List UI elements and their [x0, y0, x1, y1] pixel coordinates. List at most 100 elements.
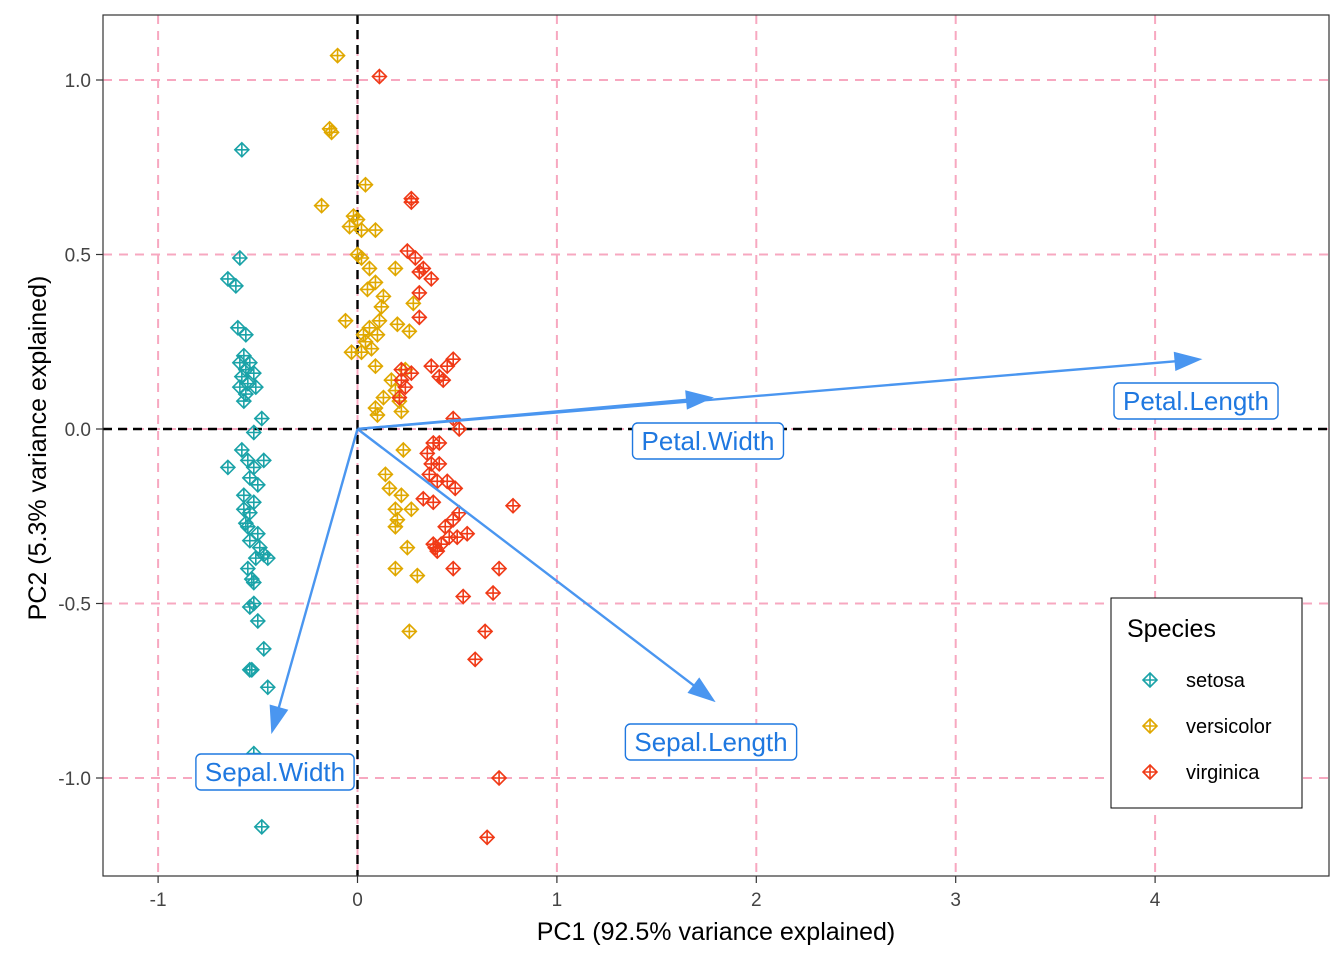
point-setosa — [255, 452, 272, 469]
point-virginica — [371, 68, 388, 85]
point-virginica — [415, 490, 432, 507]
point-versicolor — [359, 281, 376, 298]
point-versicolor — [381, 480, 398, 497]
y-tick-label: 1.0 — [65, 71, 91, 92]
point-setosa — [241, 598, 258, 616]
point-setosa — [253, 818, 270, 835]
point-setosa — [233, 441, 250, 459]
point-virginica — [435, 372, 452, 389]
point-setosa — [245, 574, 262, 591]
point-virginica — [427, 539, 444, 556]
point-virginica — [403, 194, 420, 211]
point-versicolor — [369, 326, 386, 343]
point-virginica — [467, 651, 484, 668]
point-setosa — [259, 679, 276, 696]
legend-label-setosa: setosa — [1186, 670, 1246, 692]
loading-label-text: Petal.Width — [642, 426, 775, 456]
point-setosa — [239, 560, 256, 577]
legend-entries: setosa versicolor virginica — [1141, 670, 1272, 784]
point-versicolor — [329, 47, 346, 64]
point-versicolor — [393, 487, 410, 504]
point-versicolor — [353, 249, 370, 267]
point-virginica — [445, 410, 462, 427]
point-versicolor — [393, 403, 410, 420]
point-virginica — [397, 378, 414, 396]
loading-arrowhead-Sepal.Width — [269, 704, 289, 735]
point-setosa — [235, 392, 252, 410]
point-versicolor — [377, 466, 394, 483]
x-tick-label: 0 — [352, 890, 363, 911]
point-virginica — [449, 529, 466, 546]
point-setosa — [259, 549, 276, 567]
point-versicolor — [375, 389, 392, 406]
point-virginica — [451, 420, 468, 438]
point-versicolor — [343, 344, 360, 361]
point-versicolor — [367, 221, 384, 239]
loading-label-box — [195, 753, 355, 791]
point-versicolor — [401, 323, 418, 340]
loading-label-box — [624, 723, 798, 761]
loading-label-text: Petal.Length — [1123, 386, 1269, 416]
point-setosa — [219, 459, 237, 476]
point-virginica — [431, 434, 448, 452]
point-virginica — [403, 365, 420, 382]
loading-label-Sepal.Length: Sepal.Length — [624, 723, 798, 761]
point-virginica — [459, 525, 476, 542]
zero-lines — [103, 15, 1329, 876]
loading-label-text: Sepal.Width — [205, 757, 345, 787]
point-versicolor — [353, 221, 370, 239]
point-versicolor — [323, 124, 340, 141]
legend-title: Species — [1127, 615, 1216, 643]
point-virginica — [445, 560, 462, 577]
point-virginica — [425, 494, 442, 511]
legend-key-virginica — [1141, 763, 1159, 781]
point-versicolor — [373, 298, 390, 315]
loading-arrow-Sepal.Length — [356, 428, 695, 687]
point-setosa — [241, 661, 258, 678]
x-tick-label: 4 — [1150, 890, 1161, 911]
loading-label-Sepal.Width: Sepal.Width — [195, 753, 355, 791]
x-axis-label: PC1 (92.5% variance explained) — [537, 918, 896, 946]
x-tick-label: -1 — [150, 890, 167, 911]
point-setosa — [253, 410, 270, 427]
y-tick-label: -1.0 — [58, 769, 91, 790]
point-setosa — [247, 378, 264, 396]
x-tick-label: 3 — [950, 890, 961, 911]
legend-key-setosa — [1141, 671, 1159, 689]
legend-key-versicolor — [1141, 717, 1159, 735]
legend-label-virginica: virginica — [1186, 762, 1260, 784]
point-virginica — [391, 389, 408, 406]
point-virginica — [411, 284, 428, 302]
y-axis-ticks: -1.0 -0.5 0.0 0.5 1.0 — [58, 71, 103, 790]
point-versicolor — [313, 197, 330, 214]
point-virginica — [490, 560, 508, 577]
point-setosa — [239, 518, 256, 535]
point-versicolor — [357, 176, 374, 193]
point-versicolor — [341, 218, 358, 235]
point-versicolor — [387, 260, 404, 277]
loading-label-text: Sepal.Length — [634, 727, 787, 757]
loading-label-Petal.Length: Petal.Length — [1113, 382, 1279, 420]
loading-label-box — [1113, 382, 1279, 420]
point-setosa — [231, 249, 248, 267]
point-versicolor — [361, 260, 378, 277]
loading-arrowhead-Petal.Length — [1173, 351, 1203, 372]
point-versicolor — [369, 406, 386, 424]
point-versicolor — [403, 501, 420, 518]
loading-arrow-Petal.Width — [357, 398, 687, 431]
point-versicolor — [363, 340, 380, 357]
loading-label-box — [631, 422, 785, 460]
point-setosa — [241, 532, 258, 549]
y-tick-label: 0.5 — [65, 246, 91, 267]
point-versicolor — [367, 358, 384, 375]
point-versicolor — [387, 560, 404, 577]
loading-label-Petal.Width: Petal.Width — [631, 422, 785, 460]
point-setosa — [249, 476, 266, 493]
panel-border — [102, 14, 1330, 877]
point-virginica — [447, 480, 464, 497]
point-versicolor — [371, 312, 388, 329]
point-virginica — [490, 769, 508, 787]
point-setosa — [237, 326, 254, 343]
y-tick-label: 0.0 — [65, 420, 91, 441]
